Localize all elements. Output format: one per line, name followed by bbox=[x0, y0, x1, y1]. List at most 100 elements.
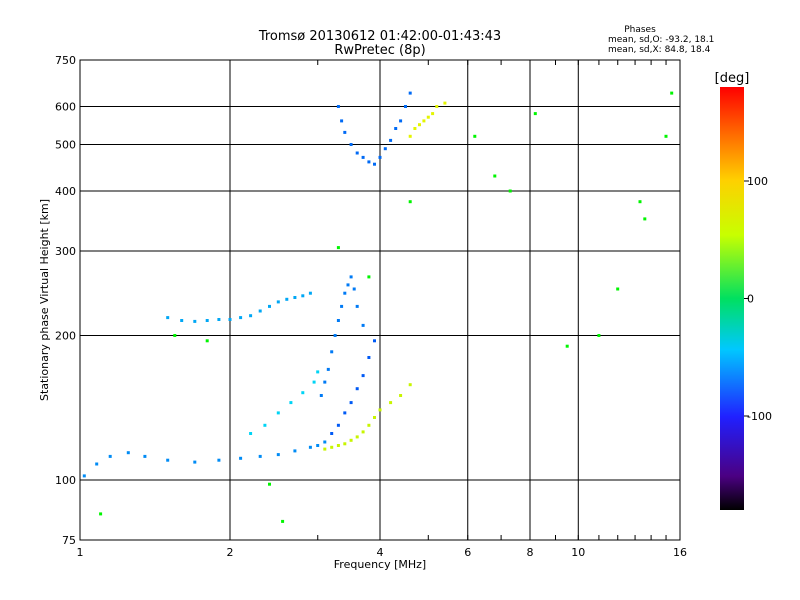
stats-x-mode: mean, sd,X: 84.8, 18.4 bbox=[608, 45, 711, 55]
data-point bbox=[166, 458, 170, 462]
data-point bbox=[126, 451, 130, 455]
data-point bbox=[355, 304, 359, 308]
data-point bbox=[597, 334, 601, 337]
x-tick-label: 4 bbox=[377, 546, 384, 559]
data-point bbox=[228, 318, 232, 321]
data-point bbox=[349, 275, 353, 279]
data-point bbox=[443, 101, 447, 105]
data-point bbox=[289, 401, 293, 405]
data-point bbox=[389, 138, 393, 142]
data-point bbox=[336, 246, 340, 250]
data-point bbox=[349, 143, 353, 146]
data-point bbox=[323, 380, 327, 384]
data-point bbox=[435, 105, 439, 108]
data-point bbox=[473, 134, 477, 138]
data-point bbox=[249, 432, 253, 435]
data-point bbox=[82, 474, 86, 478]
data-point bbox=[508, 189, 512, 193]
data-point bbox=[95, 462, 99, 466]
data-point bbox=[378, 155, 382, 159]
data-point bbox=[205, 319, 209, 322]
data-point bbox=[249, 314, 253, 318]
data-point bbox=[281, 519, 285, 523]
data-point bbox=[312, 380, 316, 384]
data-point bbox=[336, 444, 340, 447]
data-point bbox=[308, 291, 312, 295]
colorbar-tick-label: -100 bbox=[747, 410, 772, 423]
data-point bbox=[340, 304, 344, 308]
data-point bbox=[323, 440, 327, 444]
x-tick-label: 16 bbox=[673, 546, 687, 559]
data-point bbox=[293, 296, 297, 299]
y-tick-label: 400 bbox=[55, 185, 76, 198]
data-point bbox=[367, 275, 371, 279]
x-tick-label: 6 bbox=[464, 546, 471, 559]
data-point bbox=[239, 456, 243, 460]
data-point bbox=[336, 423, 340, 427]
data-point bbox=[316, 370, 320, 374]
x-tick-label: 2 bbox=[227, 546, 234, 559]
data-point bbox=[367, 356, 371, 359]
data-point bbox=[367, 423, 371, 427]
chart-title-line2: RwPretec (8p) bbox=[334, 43, 425, 58]
data-point bbox=[373, 162, 376, 166]
data-point bbox=[670, 91, 674, 95]
data-point bbox=[361, 155, 365, 159]
data-point bbox=[326, 367, 330, 371]
y-tick-label: 200 bbox=[55, 330, 76, 343]
data-point bbox=[399, 394, 403, 397]
data-point bbox=[349, 401, 353, 405]
chart-title-line1: Tromsø 20130612 01:42:00-01:43:43 bbox=[258, 29, 501, 44]
data-point bbox=[336, 105, 340, 108]
data-point bbox=[373, 339, 376, 343]
data-point bbox=[180, 319, 184, 322]
data-point bbox=[330, 432, 334, 435]
x-axis-label: Frequency [MHz] bbox=[334, 558, 426, 571]
x-tick-label: 1 bbox=[77, 546, 84, 559]
data-point bbox=[426, 115, 430, 119]
colorbar bbox=[720, 87, 744, 510]
data-point bbox=[493, 174, 497, 178]
data-point bbox=[346, 283, 350, 287]
data-point bbox=[293, 449, 297, 453]
data-point bbox=[565, 344, 569, 348]
data-point bbox=[367, 160, 371, 164]
data-point bbox=[330, 445, 334, 449]
data-point bbox=[408, 91, 412, 95]
data-point bbox=[258, 454, 262, 458]
data-point bbox=[404, 105, 407, 108]
data-point bbox=[418, 123, 421, 127]
data-point bbox=[276, 300, 280, 304]
colorbar-tick-label: 100 bbox=[747, 175, 768, 188]
data-point bbox=[166, 316, 170, 320]
data-point bbox=[99, 512, 103, 516]
data-point bbox=[343, 411, 347, 415]
data-point bbox=[316, 444, 320, 447]
data-point bbox=[399, 119, 403, 123]
x-tick-label: 10 bbox=[571, 546, 585, 559]
y-tick-label: 75 bbox=[62, 534, 76, 547]
data-point bbox=[308, 445, 312, 449]
data-point bbox=[268, 304, 271, 308]
data-point bbox=[285, 297, 289, 301]
data-point bbox=[319, 394, 323, 397]
data-point bbox=[217, 458, 221, 462]
data-point bbox=[352, 287, 356, 291]
data-point bbox=[638, 200, 642, 204]
data-point bbox=[336, 319, 340, 322]
data-point bbox=[664, 134, 668, 138]
data-point bbox=[330, 350, 334, 354]
data-point bbox=[408, 200, 412, 204]
data-point bbox=[355, 435, 359, 439]
data-point bbox=[276, 453, 280, 457]
x-tick-label: 8 bbox=[527, 546, 534, 559]
data-point bbox=[143, 454, 147, 458]
data-point bbox=[643, 217, 647, 221]
data-point bbox=[268, 482, 271, 486]
data-point bbox=[355, 151, 359, 155]
data-point bbox=[193, 460, 197, 464]
y-tick-label: 300 bbox=[55, 245, 76, 258]
grid bbox=[80, 60, 680, 540]
data-point bbox=[373, 416, 376, 419]
